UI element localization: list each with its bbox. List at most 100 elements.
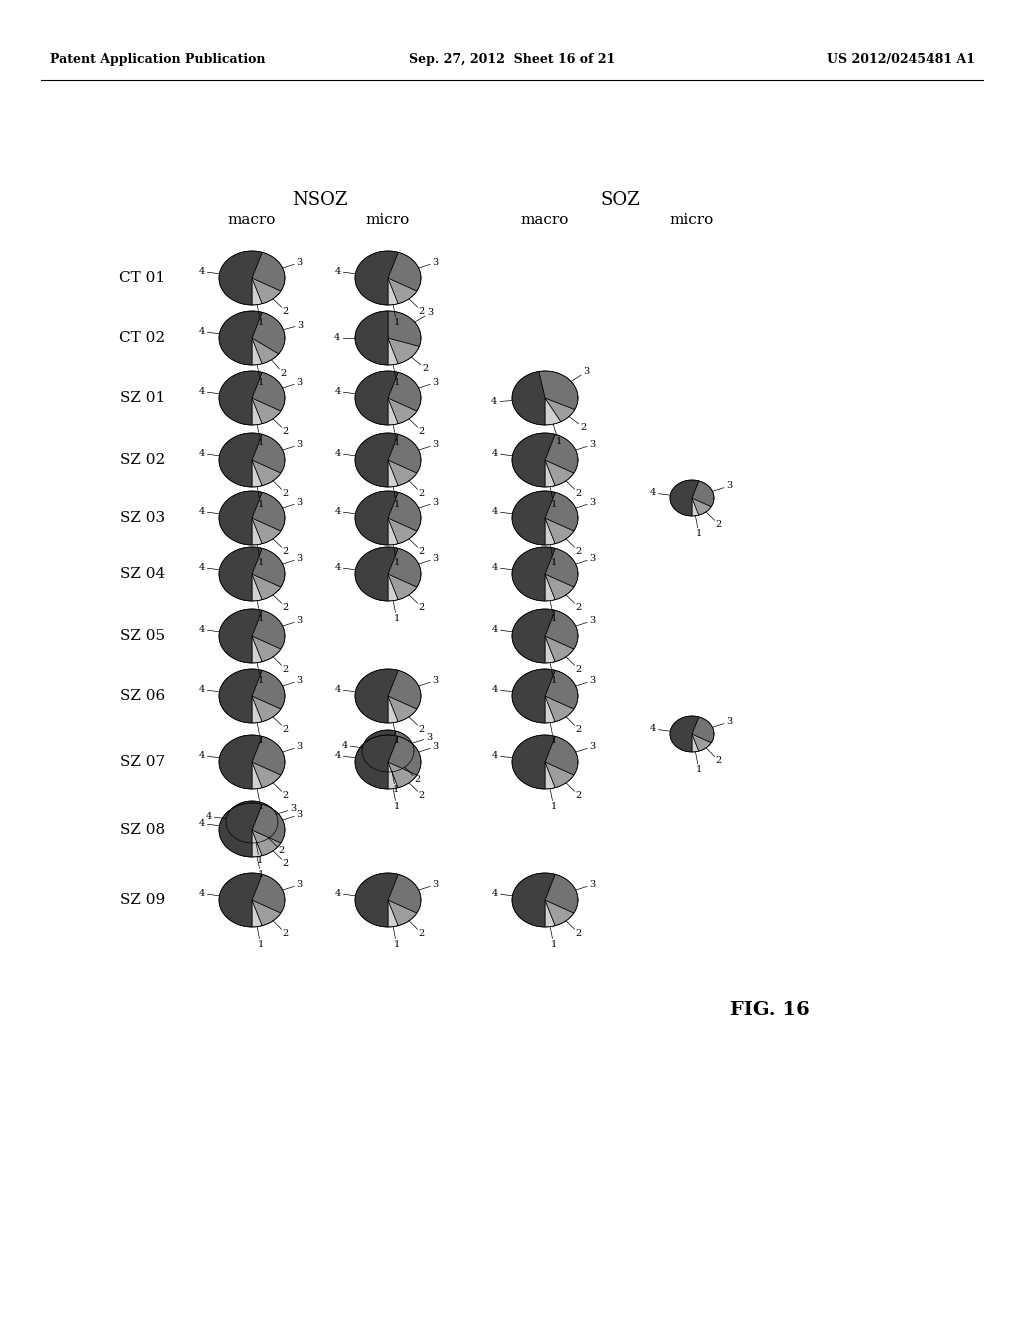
Text: 4: 4 xyxy=(492,685,498,694)
Text: 4: 4 xyxy=(335,751,341,760)
Polygon shape xyxy=(252,252,285,290)
Text: SZ 07: SZ 07 xyxy=(120,755,165,770)
Text: 4: 4 xyxy=(335,387,341,396)
Text: micro: micro xyxy=(366,213,411,227)
Text: 4: 4 xyxy=(199,888,205,898)
Text: SZ 09: SZ 09 xyxy=(120,894,165,907)
Text: 2: 2 xyxy=(581,422,587,432)
Polygon shape xyxy=(545,671,578,709)
Polygon shape xyxy=(545,459,573,486)
Text: 4: 4 xyxy=(199,624,205,634)
Polygon shape xyxy=(692,734,712,751)
Polygon shape xyxy=(219,735,262,789)
Text: 2: 2 xyxy=(575,929,582,939)
Text: 1: 1 xyxy=(257,735,264,744)
Polygon shape xyxy=(545,874,578,913)
Text: 1: 1 xyxy=(551,801,557,810)
Text: 3: 3 xyxy=(298,321,304,330)
Polygon shape xyxy=(545,492,578,531)
Polygon shape xyxy=(388,434,421,473)
Polygon shape xyxy=(252,372,285,411)
Polygon shape xyxy=(252,636,262,663)
Text: 3: 3 xyxy=(290,804,296,813)
Polygon shape xyxy=(512,609,555,663)
Text: SZ 01: SZ 01 xyxy=(120,391,165,405)
Polygon shape xyxy=(252,830,281,855)
Polygon shape xyxy=(355,669,398,723)
Polygon shape xyxy=(512,371,545,425)
Text: 2: 2 xyxy=(575,488,582,498)
Polygon shape xyxy=(252,822,260,843)
Text: 4: 4 xyxy=(199,562,205,572)
Text: 4: 4 xyxy=(199,267,205,276)
Polygon shape xyxy=(545,762,573,788)
Text: 1: 1 xyxy=(551,676,557,685)
Polygon shape xyxy=(252,671,285,709)
Text: 4: 4 xyxy=(492,397,498,407)
Polygon shape xyxy=(388,279,417,304)
Text: 2: 2 xyxy=(283,791,289,800)
Polygon shape xyxy=(388,279,398,305)
Polygon shape xyxy=(692,498,698,516)
Polygon shape xyxy=(388,900,417,925)
Polygon shape xyxy=(226,801,260,843)
Polygon shape xyxy=(545,696,555,723)
Text: 2: 2 xyxy=(419,488,425,498)
Text: 1: 1 xyxy=(393,500,399,508)
Text: 4: 4 xyxy=(199,387,205,396)
Text: 1: 1 xyxy=(257,438,264,447)
Text: 4: 4 xyxy=(199,449,205,458)
Polygon shape xyxy=(252,900,281,925)
Text: 3: 3 xyxy=(433,742,439,751)
Polygon shape xyxy=(219,251,262,305)
Polygon shape xyxy=(355,873,398,927)
Text: 1: 1 xyxy=(393,318,399,327)
Text: 3: 3 xyxy=(433,257,439,267)
Polygon shape xyxy=(355,371,398,425)
Polygon shape xyxy=(355,312,388,366)
Polygon shape xyxy=(545,517,573,544)
Text: 4: 4 xyxy=(649,488,655,498)
Text: 4: 4 xyxy=(199,507,205,516)
Text: 1: 1 xyxy=(695,766,702,774)
Polygon shape xyxy=(692,734,698,752)
Text: micro: micro xyxy=(670,213,714,227)
Polygon shape xyxy=(545,574,555,601)
Polygon shape xyxy=(388,751,411,771)
Polygon shape xyxy=(388,517,398,545)
Polygon shape xyxy=(692,717,714,743)
Polygon shape xyxy=(545,737,578,775)
Text: 1: 1 xyxy=(393,940,399,949)
Polygon shape xyxy=(545,399,574,421)
Polygon shape xyxy=(388,671,421,709)
Polygon shape xyxy=(545,636,555,663)
Text: 1: 1 xyxy=(393,614,399,623)
Text: 1: 1 xyxy=(393,801,399,810)
Text: 1: 1 xyxy=(257,940,264,949)
Polygon shape xyxy=(219,312,262,366)
Text: 3: 3 xyxy=(426,734,432,742)
Text: 2: 2 xyxy=(716,756,722,766)
Text: FIG. 16: FIG. 16 xyxy=(730,1001,810,1019)
Polygon shape xyxy=(388,517,417,544)
Polygon shape xyxy=(252,279,262,305)
Text: 2: 2 xyxy=(575,546,582,556)
Polygon shape xyxy=(388,737,421,775)
Text: 4: 4 xyxy=(206,812,212,821)
Text: 4: 4 xyxy=(199,818,205,828)
Polygon shape xyxy=(388,338,398,366)
Polygon shape xyxy=(252,517,281,544)
Text: 3: 3 xyxy=(297,810,303,818)
Polygon shape xyxy=(545,548,578,587)
Polygon shape xyxy=(388,338,420,364)
Text: 1: 1 xyxy=(257,870,264,879)
Text: 3: 3 xyxy=(433,440,439,449)
Polygon shape xyxy=(692,480,714,507)
Polygon shape xyxy=(252,574,262,601)
Text: 2: 2 xyxy=(575,665,582,675)
Polygon shape xyxy=(545,610,578,649)
Text: 2: 2 xyxy=(283,929,289,939)
Polygon shape xyxy=(219,669,262,723)
Polygon shape xyxy=(219,546,262,601)
Polygon shape xyxy=(388,574,398,601)
